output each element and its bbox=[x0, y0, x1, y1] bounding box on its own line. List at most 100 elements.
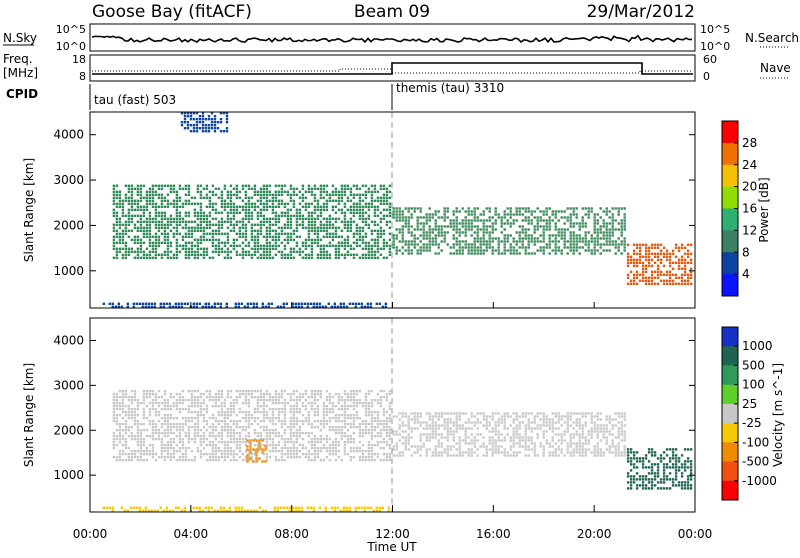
echo-cell bbox=[516, 213, 518, 215]
echo-cell bbox=[573, 442, 575, 444]
echo-cell bbox=[672, 283, 674, 285]
echo-cell bbox=[648, 250, 650, 252]
echo-cell bbox=[329, 402, 331, 404]
echo-cell bbox=[179, 459, 181, 461]
echo-cell bbox=[212, 414, 214, 416]
echo-cell bbox=[374, 420, 376, 422]
echo-cell bbox=[377, 236, 379, 238]
echo-cell bbox=[152, 447, 154, 449]
echo-cell bbox=[137, 209, 139, 211]
echo-cell bbox=[143, 236, 145, 238]
echo-cell bbox=[185, 453, 187, 455]
echo-cell bbox=[140, 438, 142, 440]
echo-cell bbox=[380, 188, 382, 190]
echo-cell bbox=[371, 429, 373, 431]
echo-cell bbox=[483, 418, 485, 420]
echo-cell bbox=[612, 228, 614, 230]
echo-cell bbox=[347, 230, 349, 232]
echo-cell bbox=[399, 216, 401, 218]
echo-cell bbox=[176, 408, 178, 410]
echo-cell bbox=[519, 207, 521, 209]
echo-cell bbox=[492, 228, 494, 230]
echo-cell bbox=[266, 438, 268, 440]
echo-cell bbox=[663, 253, 665, 255]
echo-cell bbox=[317, 254, 319, 256]
echo-cell bbox=[389, 390, 391, 392]
echo-cell bbox=[585, 421, 587, 423]
echo-cell bbox=[341, 242, 343, 244]
echo-cell bbox=[257, 191, 259, 193]
echo-cell bbox=[567, 427, 569, 429]
echo-cell bbox=[116, 185, 118, 187]
cpid-label: CPID bbox=[6, 87, 38, 101]
echo-cell bbox=[293, 399, 295, 401]
echo-cell bbox=[146, 191, 148, 193]
echo-cell bbox=[326, 194, 328, 196]
echo-cell bbox=[151, 303, 153, 305]
echo-cell bbox=[242, 254, 244, 256]
echo-cell bbox=[170, 432, 172, 434]
echo-cell bbox=[230, 251, 232, 253]
echo-cell bbox=[420, 228, 422, 230]
echo-cell bbox=[245, 206, 247, 208]
echo-cell bbox=[564, 237, 566, 239]
echo-cell bbox=[414, 418, 416, 420]
echo-cell bbox=[214, 127, 216, 129]
echo-cell bbox=[335, 194, 337, 196]
echo-cell bbox=[486, 207, 488, 209]
echo-cell bbox=[119, 408, 121, 410]
echo-cell bbox=[359, 402, 361, 404]
echo-cell bbox=[143, 212, 145, 214]
echo-cell bbox=[516, 210, 518, 212]
echo-cell bbox=[612, 240, 614, 242]
echo-cell bbox=[296, 453, 298, 455]
echo-cell bbox=[185, 221, 187, 223]
echo-cell bbox=[350, 426, 352, 428]
echo-cell bbox=[131, 239, 133, 241]
echo-cell bbox=[618, 433, 620, 435]
echo-cell bbox=[335, 420, 337, 422]
echo-cell bbox=[242, 402, 244, 404]
echo-cell bbox=[227, 206, 229, 208]
echo-cell bbox=[143, 206, 145, 208]
echo-cell bbox=[389, 414, 391, 416]
echo-cell bbox=[167, 185, 169, 187]
echo-cell bbox=[411, 249, 413, 251]
echo-cell bbox=[389, 197, 391, 199]
echo-cell bbox=[116, 408, 118, 410]
echo-cell bbox=[510, 216, 512, 218]
echo-cell bbox=[173, 191, 175, 193]
echo-cell bbox=[654, 478, 656, 480]
echo-cell bbox=[338, 441, 340, 443]
echo-cell bbox=[519, 451, 521, 453]
echo-cell bbox=[239, 438, 241, 440]
echo-cell bbox=[338, 248, 340, 250]
echo-cell bbox=[380, 185, 382, 187]
echo-cell bbox=[371, 426, 373, 428]
echo-cell bbox=[200, 408, 202, 410]
echo-cell bbox=[170, 224, 172, 226]
echo-cell bbox=[275, 191, 277, 193]
echo-cell bbox=[200, 185, 202, 187]
echo-cell bbox=[119, 435, 121, 437]
echo-cell bbox=[161, 203, 163, 205]
echo-cell bbox=[227, 215, 229, 217]
echo-cell bbox=[149, 390, 151, 392]
echo-cell bbox=[191, 230, 193, 232]
echo-cell bbox=[654, 271, 656, 273]
echo-cell bbox=[319, 303, 321, 305]
echo-cell bbox=[426, 246, 428, 248]
echo-cell bbox=[516, 207, 518, 209]
echo-cell bbox=[200, 194, 202, 196]
echo-cell bbox=[597, 222, 599, 224]
echo-cell bbox=[179, 200, 181, 202]
echo-cell bbox=[272, 438, 274, 440]
echo-cell bbox=[116, 423, 118, 425]
echo-cell bbox=[320, 212, 322, 214]
echo-cell bbox=[176, 248, 178, 250]
echo-cell bbox=[389, 432, 391, 434]
echo-cell bbox=[332, 396, 334, 398]
echo-cell bbox=[654, 256, 656, 258]
echo-cell bbox=[393, 433, 395, 435]
echo-cell bbox=[170, 215, 172, 217]
